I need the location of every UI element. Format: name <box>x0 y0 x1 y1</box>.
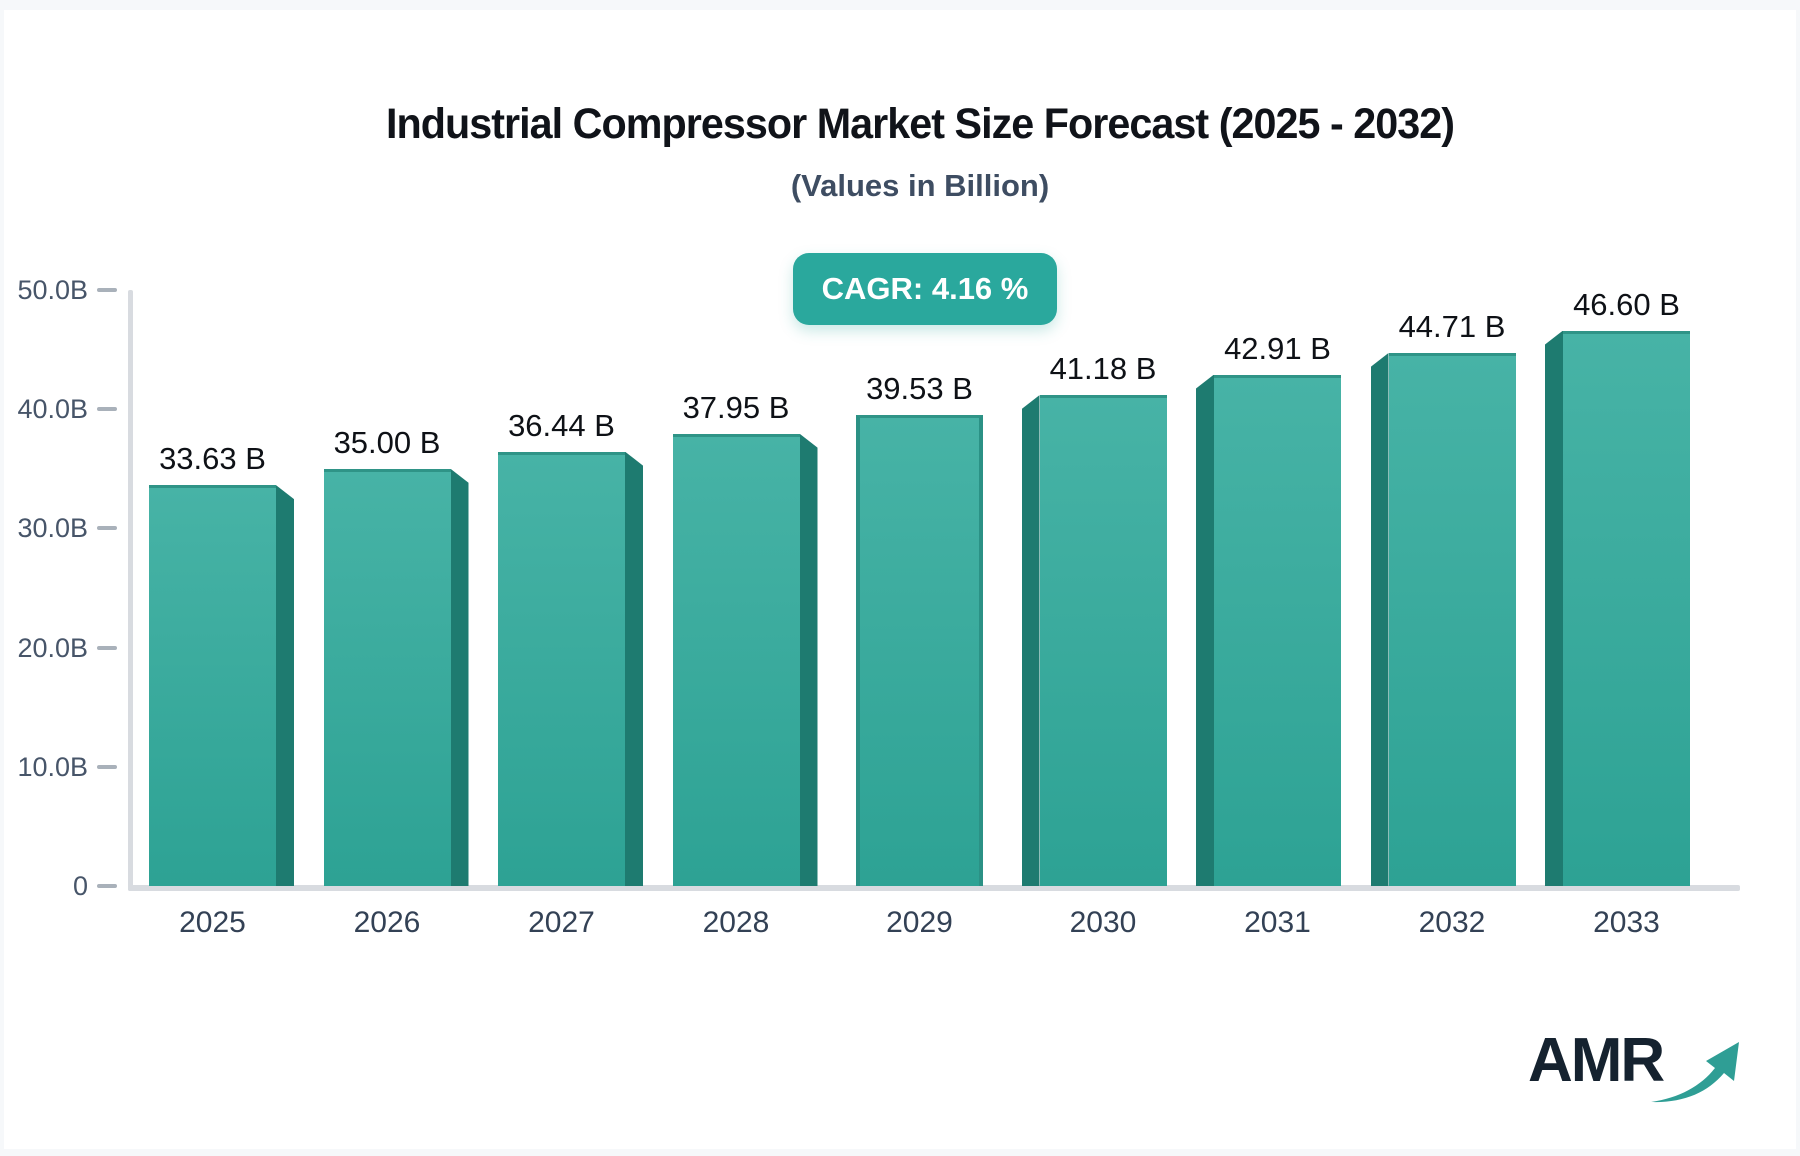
bar-2033 <box>1563 330 1690 886</box>
y-axis-tick <box>97 645 117 650</box>
page-title: Industrial Compressor Market Size Foreca… <box>385 100 1455 148</box>
x-axis-label: 2031 <box>1244 906 1311 939</box>
x-axis-label: 2028 <box>702 906 770 939</box>
x-axis-label: 2030 <box>1069 906 1137 939</box>
y-axis-label: 40.0B <box>17 394 88 425</box>
value-label: 46.60 B <box>1573 286 1680 322</box>
value-label: 44.71 B <box>1398 309 1506 345</box>
bar-2029 <box>856 414 983 886</box>
bar-side <box>276 485 294 886</box>
x-axis-line <box>128 885 1740 891</box>
value-label: 42.91 B <box>1224 330 1331 366</box>
value-label: 36.44 B <box>508 407 615 443</box>
x-axis-label: 2027 <box>528 906 595 939</box>
chart-card: Industrial Compressor Market Size Foreca… <box>4 10 1796 1149</box>
growth-arrow-icon <box>1651 1042 1740 1103</box>
y-axis-label: 50.0B <box>17 275 88 305</box>
y-axis-label: 30.0B <box>17 513 88 544</box>
y-axis-label: 0 <box>72 871 88 901</box>
y-axis-tick <box>97 764 117 769</box>
x-axis-label: 2029 <box>886 906 953 939</box>
bar-2027 <box>498 451 625 886</box>
x-axis-label: 2025 <box>179 906 246 939</box>
value-label: 41.18 B <box>1049 351 1157 387</box>
y-axis-tick <box>97 526 117 531</box>
bar-side <box>1370 353 1389 886</box>
bar-2026 <box>323 468 451 886</box>
value-label: 35.00 B <box>333 424 441 460</box>
bar-2032 <box>1388 353 1516 886</box>
bar-side <box>625 451 643 886</box>
chart-subtitle: (Values in Billion) <box>790 168 1050 203</box>
y-axis-label: 20.0B <box>17 632 88 663</box>
bar-side <box>1545 330 1563 886</box>
y-axis-tick <box>97 884 117 888</box>
y-axis-label: 10.0B <box>17 751 88 782</box>
y-axis-tick <box>97 288 117 292</box>
x-axis-label: 2032 <box>1418 906 1486 939</box>
bar-side <box>1021 395 1040 886</box>
value-label: 39.53 B <box>866 370 973 406</box>
value-label: 33.63 B <box>159 441 266 477</box>
cagr-badge-label: CAGR: 4.16 % <box>821 271 1029 306</box>
value-label: 37.95 B <box>682 389 790 425</box>
bar-2025 <box>149 485 276 886</box>
y-axis-tick <box>97 407 117 412</box>
chart-area: 0 10.0B 20.0B 30.0B 40.0B 50.0B 33.63 B 2025 35.… <box>4 10 1796 1149</box>
cagr-badge: CAGR: 4.16 % <box>793 253 1057 325</box>
x-axis-label: 2033 <box>1593 906 1660 939</box>
bar-2031 <box>1214 374 1341 886</box>
bar-2030 <box>1039 395 1167 886</box>
amr-logo-text: AMR <box>1528 1026 1665 1095</box>
y-axis-line <box>128 290 133 891</box>
bar-side <box>799 433 818 886</box>
chart-stage: Industrial Compressor Market Size Foreca… <box>4 10 1796 1149</box>
x-axis-label: 2026 <box>353 906 421 939</box>
amr-logo: AMR <box>1528 1030 1745 1108</box>
bar-side <box>450 468 469 886</box>
bar-side <box>1196 374 1214 886</box>
bar-2028 <box>672 433 800 886</box>
